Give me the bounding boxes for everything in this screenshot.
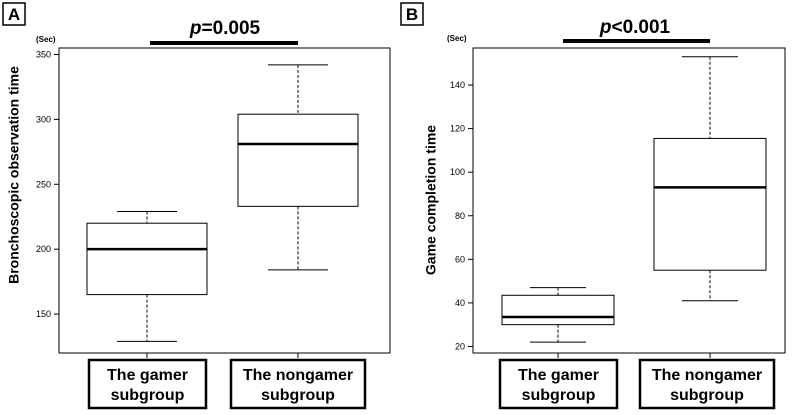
y-tick-label: 300	[36, 114, 51, 124]
y-tick-label: 200	[36, 244, 51, 254]
iqr-box	[237, 113, 359, 207]
category-label-line: subgroup	[522, 387, 596, 404]
y-tick-label: 120	[450, 124, 465, 134]
category-label-line: The nongamer	[243, 367, 353, 384]
y-unit-label: (Sec)	[36, 35, 56, 44]
p-value-symbol: p	[189, 18, 202, 39]
category-label-line: subgroup	[670, 387, 744, 404]
y-tick-label: 350	[36, 49, 51, 59]
y-tick-label: 20	[455, 341, 465, 351]
y-tick-label: 150	[36, 309, 51, 319]
iqr-box	[86, 222, 208, 296]
category-label-line: subgroup	[111, 387, 185, 404]
y-axis-label: Game completion time	[423, 125, 439, 275]
panel-label-box	[400, 2, 424, 26]
box-gamer	[86, 211, 208, 358]
y-tick-label: 80	[455, 211, 465, 221]
panel-b: Bp<0.001 (Sec) Game completion time 20 40 60 8…	[400, 2, 786, 410]
panel-label: A	[8, 5, 20, 24]
y-tick-label: 100	[450, 167, 465, 177]
p-value-label: p<0.001	[599, 17, 671, 38]
y-tick-label: 40	[455, 298, 465, 308]
y-axis-label: Bronchoscopic observation time	[6, 66, 22, 284]
p-value-label: p=0.005	[189, 18, 261, 39]
plot-frame	[58, 47, 391, 354]
y-tick-label: 60	[455, 254, 465, 264]
y-unit-label: (Sec)	[447, 34, 467, 43]
box-nongamer	[237, 64, 359, 358]
p-value-symbol: p	[599, 17, 612, 38]
box-gamer	[501, 287, 615, 358]
panel-label: B	[406, 5, 418, 24]
iqr-box	[653, 137, 767, 271]
category-label-box	[638, 358, 776, 410]
category-label-box	[498, 358, 619, 410]
iqr-box	[501, 294, 615, 326]
plot-frame	[472, 47, 786, 354]
category-label-box	[87, 358, 208, 410]
box-nongamer	[653, 56, 767, 358]
panel-a: Ap=0.005 (Sec) Bronchoscopic observation t…	[2, 2, 391, 410]
category-label-line: subgroup	[261, 387, 335, 404]
category-label-line: The gamer	[518, 367, 599, 384]
panel-label-box	[2, 2, 26, 26]
category-label-box	[229, 358, 367, 410]
p-value-number: =0.005	[201, 18, 260, 39]
p-value-number: <0.001	[611, 17, 670, 38]
category-label-line: The gamer	[107, 367, 188, 384]
y-tick-label: 140	[450, 80, 465, 90]
y-tick-label: 250	[36, 179, 51, 189]
category-label-line: The nongamer	[652, 367, 762, 384]
